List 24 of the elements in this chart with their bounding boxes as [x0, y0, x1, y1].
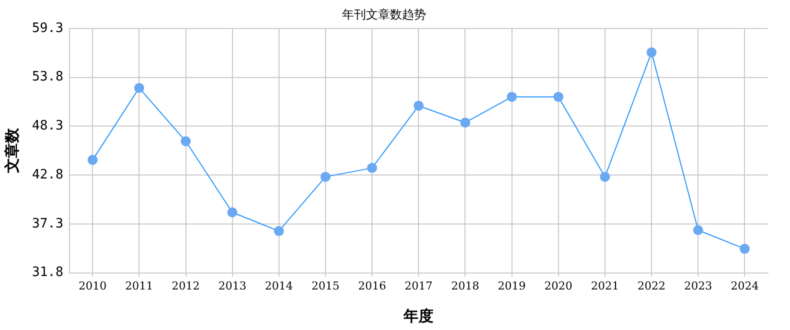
x-tick-label: 2024: [730, 279, 759, 292]
x-tick-label: 2018: [451, 279, 480, 292]
x-tick-label: 2019: [498, 279, 526, 292]
x-tick-label: 2016: [358, 279, 386, 292]
y-tick-label: 37.3: [32, 216, 64, 232]
chart-title: 年刊文章数趋势: [342, 7, 426, 22]
x-tick-label: 2013: [218, 279, 246, 292]
x-tick-label: 2011: [125, 279, 154, 292]
y-axis-title: 文章数: [2, 127, 21, 174]
y-tick-label: 31.8: [32, 265, 64, 280]
x-tick-label: 2012: [172, 279, 200, 292]
y-tick-label: 48.3: [32, 118, 64, 134]
y-tick-label: 59.3: [32, 20, 64, 36]
x-tick-label: 2020: [544, 279, 572, 292]
x-tick-label: 2014: [264, 279, 293, 292]
x-tick-label: 2021: [590, 279, 619, 292]
x-tick-label: 2015: [311, 279, 340, 292]
y-tick-label: 42.8: [32, 167, 64, 182]
x-axis-title: 年度: [402, 306, 434, 325]
x-tick-label: 2010: [78, 279, 107, 292]
x-tick-label: 2017: [404, 279, 433, 292]
x-tick-label: 2022: [638, 279, 666, 292]
y-tick-label: 53.8: [32, 70, 64, 85]
x-tick-label: 2023: [684, 279, 712, 292]
